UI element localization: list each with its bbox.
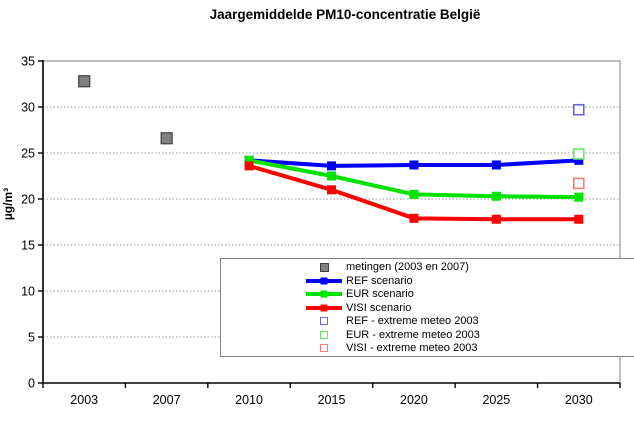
legend-label: EUR scenario: [346, 288, 414, 300]
y-tick-label-10: 10: [21, 285, 35, 299]
marker-EUR-2025: [491, 191, 501, 201]
metingen-square-icon: [319, 262, 329, 272]
marker-metingen-2007: [160, 132, 173, 145]
marker-EUR-2030: [574, 192, 584, 202]
legend-item-eur: EUR scenario: [304, 288, 634, 300]
eur-line-icon: [306, 290, 342, 298]
x-tick-label-2015: 2015: [318, 393, 346, 407]
legend-item-ref-extreme: REF - extreme meteo 2003: [304, 315, 634, 327]
y-tick-label-15: 15: [21, 239, 35, 253]
y-tick-label-25: 25: [21, 147, 35, 161]
marker-VISI-2010: [244, 161, 254, 171]
marker-open-EUR-2030: [572, 148, 585, 160]
marker-open-VISI-2030: [572, 177, 585, 190]
legend-item-ref: REF scenario: [304, 274, 634, 287]
x-tick-label-2020: 2020: [400, 393, 428, 407]
marker-REF-2030: [574, 155, 584, 165]
legend-label: VISI scenario: [346, 301, 412, 314]
marker-EUR-2020: [409, 189, 419, 199]
marker-VISI-2025: [491, 214, 501, 224]
ref-extreme-open-square-icon: [320, 317, 328, 325]
marker-EUR-2015: [327, 171, 336, 181]
visi-line-icon: [306, 304, 342, 311]
marker-VISI-2020: [409, 213, 419, 223]
legend-label: metingen (2003 en 2007): [346, 261, 469, 273]
legend-label: REF scenario: [346, 274, 413, 287]
marker-REF-2020: [409, 160, 419, 170]
legend-item-visi-extreme: VISI - extreme meteo 2003: [304, 342, 634, 354]
legend-label: EUR - extreme meteo 2003: [346, 328, 480, 341]
visi-extreme-open-square-icon: [320, 344, 328, 352]
legend-item-metingen: metingen (2003 en 2007): [304, 261, 634, 273]
ref-line-icon: [306, 277, 342, 284]
y-tick-label-35: 35: [21, 55, 35, 69]
y-tick-label-30: 30: [21, 101, 35, 115]
legend-item-visi: VISI scenario: [304, 301, 634, 314]
marker-VISI-2030: [574, 214, 584, 224]
legend-label: VISI - extreme meteo 2003: [346, 342, 478, 354]
chart-title: Jaargemiddelde PM10-concentratie België: [209, 7, 481, 22]
legend-item-eur-extreme: EUR - extreme meteo 2003: [304, 328, 634, 341]
x-tick-label-2010: 2010: [235, 393, 263, 407]
y-tick-label-20: 20: [21, 193, 35, 207]
x-tick-label-2030: 2030: [565, 393, 593, 407]
x-tick-label-2025: 2025: [482, 393, 510, 407]
x-tick-label-2007: 2007: [153, 393, 181, 407]
x-tick-label-2003: 2003: [70, 393, 98, 407]
marker-REF-2015: [327, 161, 336, 171]
marker-metingen-2003: [78, 75, 91, 88]
legend: metingen (2003 en 2007) REF scenario EUR…: [220, 258, 634, 357]
marker-open-REF-2030: [572, 103, 585, 116]
legend-label: REF - extreme meteo 2003: [346, 315, 479, 327]
y-tick-label-5: 5: [28, 331, 35, 345]
marker-REF-2025: [491, 160, 501, 170]
marker-EUR-2010: [244, 155, 254, 165]
y-tick-label-0: 0: [28, 377, 35, 391]
eur-extreme-open-square-icon: [320, 330, 328, 339]
marker-VISI-2015: [327, 185, 336, 195]
